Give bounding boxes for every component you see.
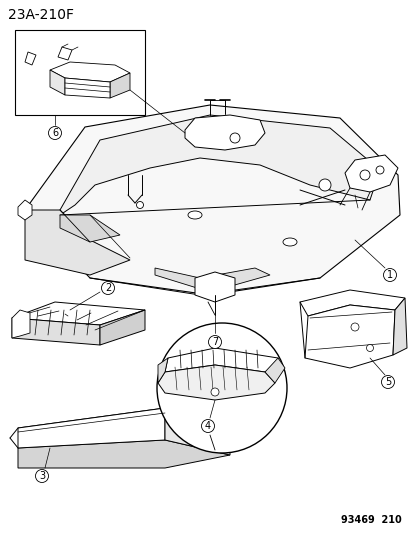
Polygon shape xyxy=(60,115,379,215)
Polygon shape xyxy=(195,272,235,302)
Polygon shape xyxy=(165,408,230,455)
Text: 2: 2 xyxy=(104,283,111,293)
Polygon shape xyxy=(264,358,284,383)
Polygon shape xyxy=(18,200,32,220)
Text: 4: 4 xyxy=(204,421,211,431)
Ellipse shape xyxy=(282,238,296,246)
Circle shape xyxy=(350,323,358,331)
Circle shape xyxy=(48,126,62,140)
Circle shape xyxy=(318,179,330,191)
Circle shape xyxy=(101,281,114,295)
Polygon shape xyxy=(18,408,165,448)
Text: 3: 3 xyxy=(39,471,45,481)
Text: 93469  210: 93469 210 xyxy=(340,515,401,525)
Circle shape xyxy=(36,470,48,482)
Polygon shape xyxy=(12,318,100,345)
Polygon shape xyxy=(25,210,130,275)
Polygon shape xyxy=(158,358,168,383)
Polygon shape xyxy=(50,70,65,95)
Text: 6: 6 xyxy=(52,128,58,138)
Polygon shape xyxy=(344,155,397,192)
Polygon shape xyxy=(165,348,279,372)
Polygon shape xyxy=(50,62,130,82)
Polygon shape xyxy=(100,310,145,345)
Circle shape xyxy=(201,419,214,432)
Polygon shape xyxy=(25,105,399,295)
Polygon shape xyxy=(58,47,72,60)
Polygon shape xyxy=(299,290,404,316)
Text: 1: 1 xyxy=(386,270,392,280)
Circle shape xyxy=(208,335,221,349)
Ellipse shape xyxy=(188,211,202,219)
Circle shape xyxy=(230,133,240,143)
Bar xyxy=(15,30,145,115)
Circle shape xyxy=(382,269,396,281)
Polygon shape xyxy=(185,115,264,150)
Polygon shape xyxy=(110,73,130,98)
Polygon shape xyxy=(12,302,145,325)
Polygon shape xyxy=(65,78,110,98)
Polygon shape xyxy=(25,52,36,65)
Polygon shape xyxy=(60,215,120,242)
Circle shape xyxy=(366,344,373,351)
Polygon shape xyxy=(158,365,274,400)
Circle shape xyxy=(375,166,383,174)
Circle shape xyxy=(380,376,394,389)
Polygon shape xyxy=(304,305,394,368)
Circle shape xyxy=(211,388,218,396)
Text: 5: 5 xyxy=(384,377,390,387)
Circle shape xyxy=(136,201,143,208)
Circle shape xyxy=(157,323,286,453)
Polygon shape xyxy=(18,408,230,440)
Circle shape xyxy=(359,170,369,180)
Polygon shape xyxy=(154,268,269,292)
Text: 23A-210F: 23A-210F xyxy=(8,8,74,22)
Polygon shape xyxy=(392,298,406,355)
Polygon shape xyxy=(18,440,230,468)
Text: 7: 7 xyxy=(211,337,218,347)
Polygon shape xyxy=(12,310,30,338)
